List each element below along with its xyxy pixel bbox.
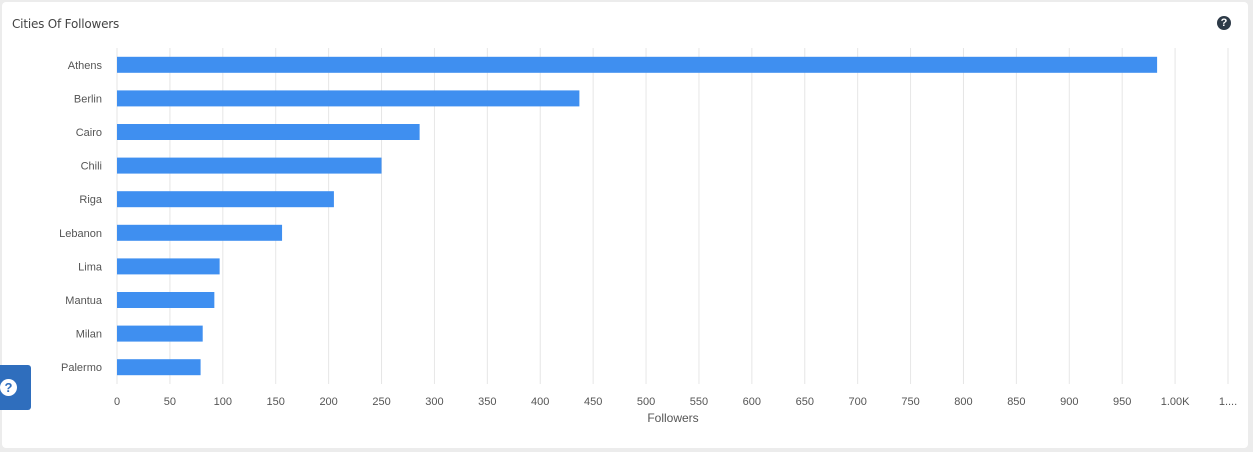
- x-tick-label: 200: [319, 396, 337, 408]
- bar[interactable]: [117, 56, 1158, 73]
- x-tick-label: 950: [1113, 396, 1131, 408]
- category-label: Chili: [81, 161, 102, 173]
- bar[interactable]: [117, 258, 220, 275]
- x-tick-label: 900: [1060, 396, 1078, 408]
- x-tick-label: 400: [531, 396, 549, 408]
- side-help-button[interactable]: ?: [0, 365, 31, 410]
- x-tick-label: 450: [584, 396, 602, 408]
- x-tick-label: 550: [690, 396, 708, 408]
- bar[interactable]: [117, 124, 420, 140]
- category-label: Riga: [79, 194, 103, 206]
- x-tick-label: 0: [114, 396, 120, 408]
- x-tick-label: 650: [796, 396, 814, 408]
- x-tick-label: 800: [954, 396, 972, 408]
- category-label: Mantua: [65, 295, 103, 307]
- x-axis-label: Followers: [647, 411, 698, 425]
- bar[interactable]: [117, 90, 580, 107]
- x-tick-label: 500: [637, 396, 655, 408]
- category-label: Lebanon: [59, 228, 102, 240]
- bar[interactable]: [117, 191, 334, 208]
- category-label: Milan: [76, 329, 102, 341]
- x-tick-label: 350: [478, 396, 496, 408]
- category-label: Palermo: [61, 362, 102, 374]
- x-tick-label: 1....: [1219, 396, 1237, 408]
- category-label: Berlin: [74, 93, 102, 105]
- bar[interactable]: [117, 325, 203, 342]
- x-tick-label: 750: [901, 396, 919, 408]
- x-tick-labels: 0 50 100 150 200 250 300 350 400 450 500 550 600 650 7…: [114, 396, 1237, 408]
- card-title: Cities Of Followers: [12, 17, 120, 31]
- bar[interactable]: [117, 224, 283, 241]
- bar[interactable]: [117, 359, 201, 376]
- x-tick-label: 300: [425, 396, 443, 408]
- x-tick-label: 50: [164, 396, 176, 408]
- question-circle-icon[interactable]: ?: [1217, 16, 1231, 30]
- x-tick-label: 100: [214, 396, 232, 408]
- x-tick-label: 250: [372, 396, 390, 408]
- x-tick-label: 600: [743, 396, 761, 408]
- x-tick-label: 700: [848, 396, 866, 408]
- x-tick-label: 1.00K: [1161, 396, 1190, 408]
- category-label: Cairo: [76, 127, 102, 139]
- bar[interactable]: [117, 292, 215, 308]
- question-circle-icon: ?: [0, 379, 17, 396]
- bars: [117, 56, 1158, 376]
- category-label: Athens: [68, 60, 103, 72]
- x-tick-label: 850: [1007, 396, 1025, 408]
- category-label: Lima: [78, 261, 103, 273]
- x-tick-label: 150: [267, 396, 285, 408]
- bar[interactable]: [117, 157, 382, 174]
- category-labels: Athens Berlin Cairo Chili Riga Lebanon Lima Man…: [59, 60, 103, 374]
